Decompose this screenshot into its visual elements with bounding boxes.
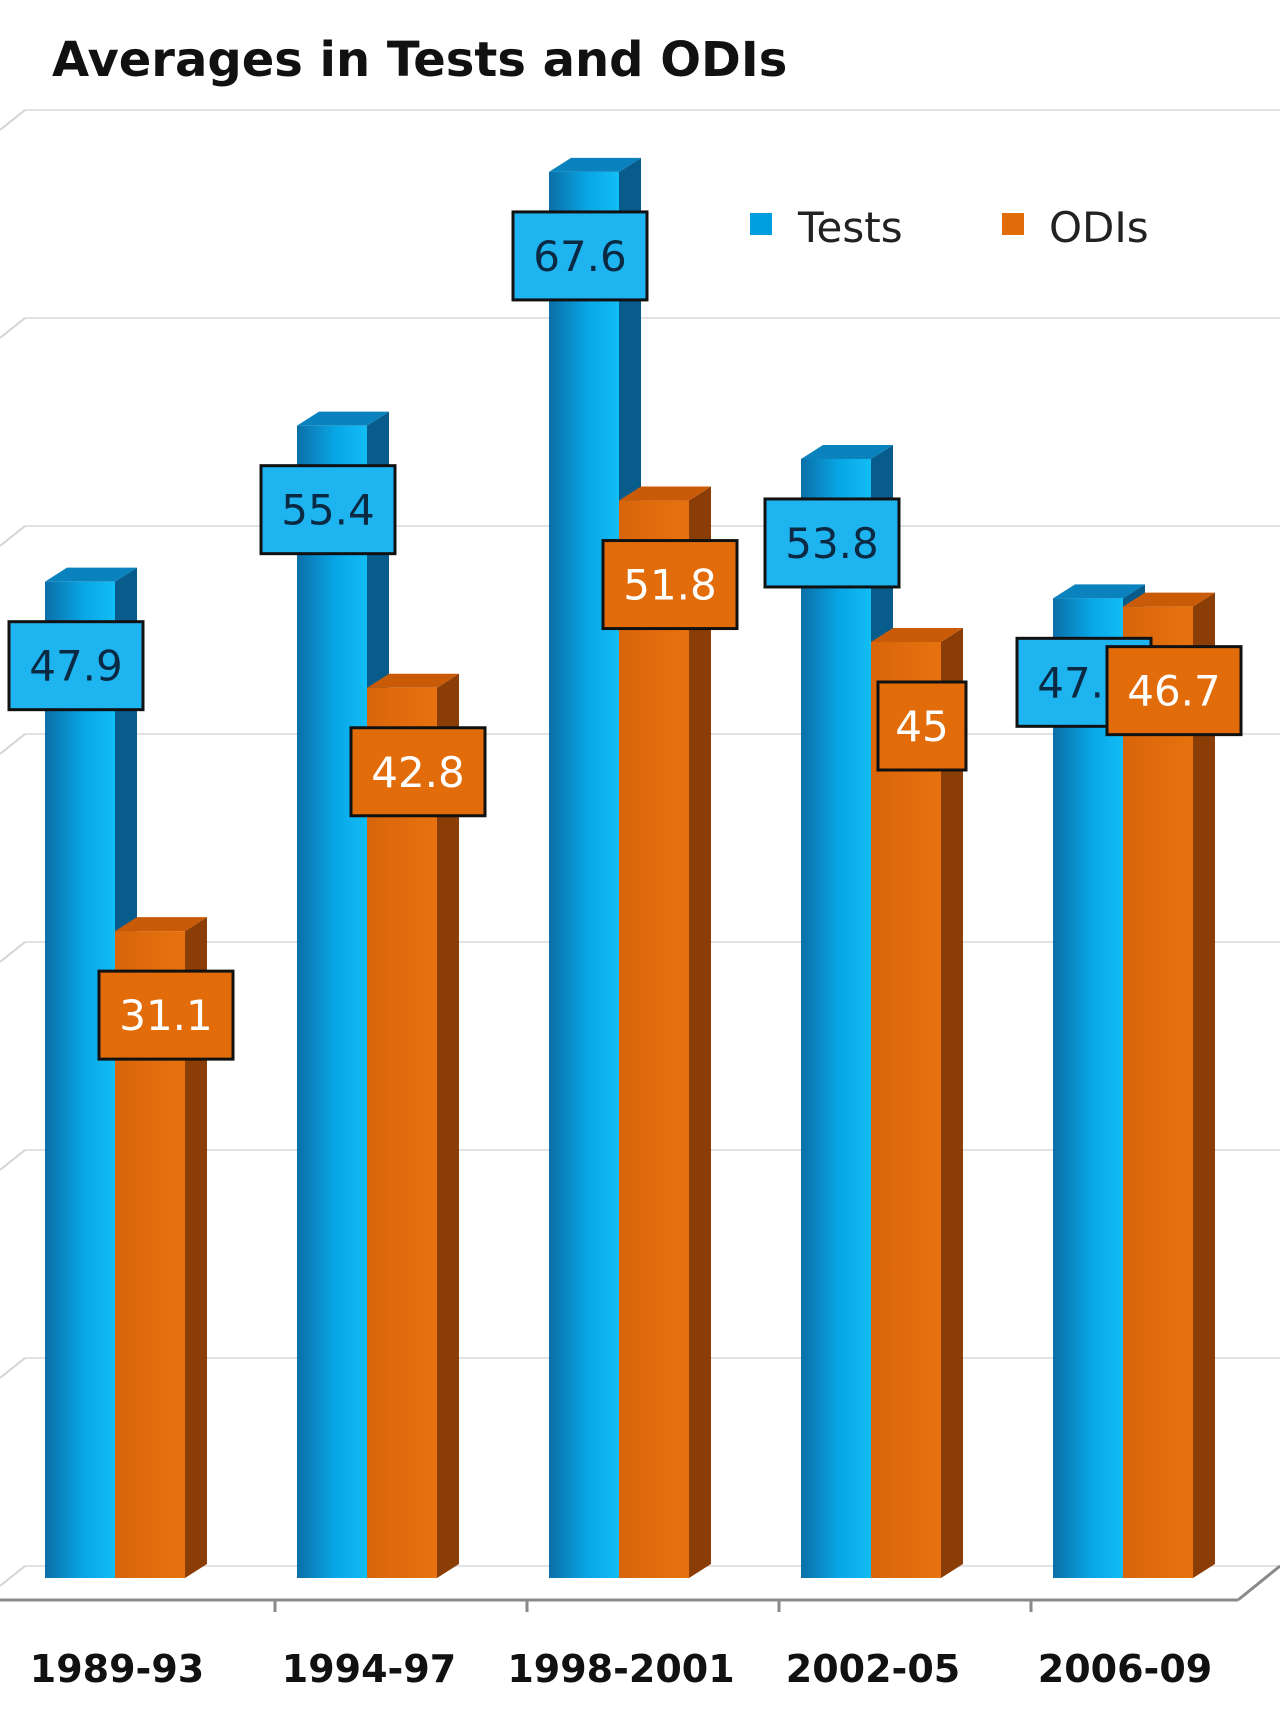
bar-top (1053, 584, 1145, 599)
data-label-box (7, 620, 145, 712)
data-label-text: 42.8 (371, 748, 465, 797)
legend-label-odis: ODIs (1049, 203, 1149, 252)
x-tick-label: 1994-97 (282, 1647, 456, 1691)
bar-side (1193, 592, 1215, 1578)
bar-front (367, 687, 437, 1578)
data-label-box (1105, 645, 1243, 737)
bar-top (871, 628, 963, 642)
bar-top (801, 444, 893, 459)
gridline-side (0, 1149, 26, 1171)
data-label-box (876, 680, 968, 772)
gridline-side (0, 1565, 26, 1587)
bar-front (45, 581, 115, 1578)
data-label-box (97, 969, 235, 1061)
gridline-side (0, 317, 26, 339)
bar-front (619, 500, 689, 1578)
data-label-odis: 45 (876, 680, 968, 772)
x-tick-label: 1998-2001 (507, 1647, 734, 1691)
bar-top (115, 917, 207, 932)
bar-top (549, 157, 641, 172)
data-label-text: 46.7 (1127, 667, 1221, 716)
data-label-tests: 55.4 (259, 464, 397, 556)
data-label-tests: 53.8 (763, 497, 901, 589)
x-tick-label: 2006-09 (1038, 1647, 1212, 1691)
x-tick-label: 1989-93 (30, 1647, 204, 1691)
data-label-box (511, 210, 649, 302)
bar-front (297, 425, 367, 1579)
bar-side (437, 673, 459, 1578)
chart-title: Averages in Tests and ODIs (52, 32, 787, 88)
bar-top (367, 673, 459, 688)
bar-side (689, 486, 711, 1578)
gridline-side (0, 941, 26, 963)
data-label-odis: 46.7 (1105, 645, 1243, 737)
bar-odis (619, 486, 711, 1578)
legend-swatch-odis (1002, 213, 1024, 235)
bar-top (297, 411, 389, 426)
bar-front (549, 171, 619, 1578)
bar-top (1123, 592, 1215, 607)
bar-odis (871, 628, 963, 1578)
bar-front (1053, 598, 1123, 1578)
legend: Tests ODIs (750, 203, 1149, 252)
data-label-box (349, 726, 487, 818)
bar-side (941, 628, 963, 1578)
bar-top (619, 486, 711, 501)
bar-top (45, 567, 137, 582)
gridline-side (0, 733, 26, 755)
x-axis-floor-edge (1237, 1564, 1280, 1602)
data-label-tests: 47.9 (7, 620, 145, 712)
data-label-text: 67.6 (533, 232, 627, 281)
data-label-box (601, 539, 739, 631)
bar-odis (367, 673, 459, 1578)
data-label-odis: 31.1 (97, 969, 235, 1061)
x-axis: 1989-93 1994-97 1998-2001 2002-05 2006-09 (0, 1564, 1280, 1691)
data-label-odis: 42.8 (349, 726, 487, 818)
gridline-side (0, 525, 26, 547)
data-label-box (763, 497, 901, 589)
data-label-text: 31.1 (119, 991, 213, 1040)
bar-front (801, 458, 871, 1579)
legend-label-tests: Tests (797, 203, 903, 252)
bars (45, 157, 1215, 1579)
data-label-text: 47.9 (29, 642, 123, 691)
bar-front (871, 642, 941, 1578)
x-tick-label: 2002-05 (786, 1647, 960, 1691)
legend-swatch-tests (750, 213, 772, 235)
gridline-side (0, 109, 26, 131)
data-label-odis: 51.8 (601, 539, 739, 631)
bar-front (1123, 606, 1193, 1578)
data-label-text: 45 (895, 702, 948, 751)
bar-odis (1123, 592, 1215, 1578)
data-label-text: 55.4 (281, 486, 375, 535)
bar-side (185, 917, 207, 1578)
gridline-side (0, 1357, 26, 1379)
data-label-box (259, 464, 397, 556)
data-label-text: 51.8 (623, 561, 717, 610)
data-label-text: 53.8 (785, 519, 879, 568)
data-label-tests: 67.6 (511, 210, 649, 302)
